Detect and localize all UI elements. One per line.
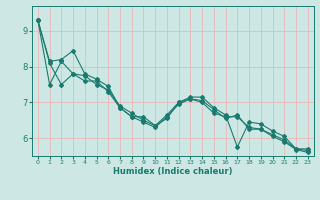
X-axis label: Humidex (Indice chaleur): Humidex (Indice chaleur) xyxy=(113,167,233,176)
